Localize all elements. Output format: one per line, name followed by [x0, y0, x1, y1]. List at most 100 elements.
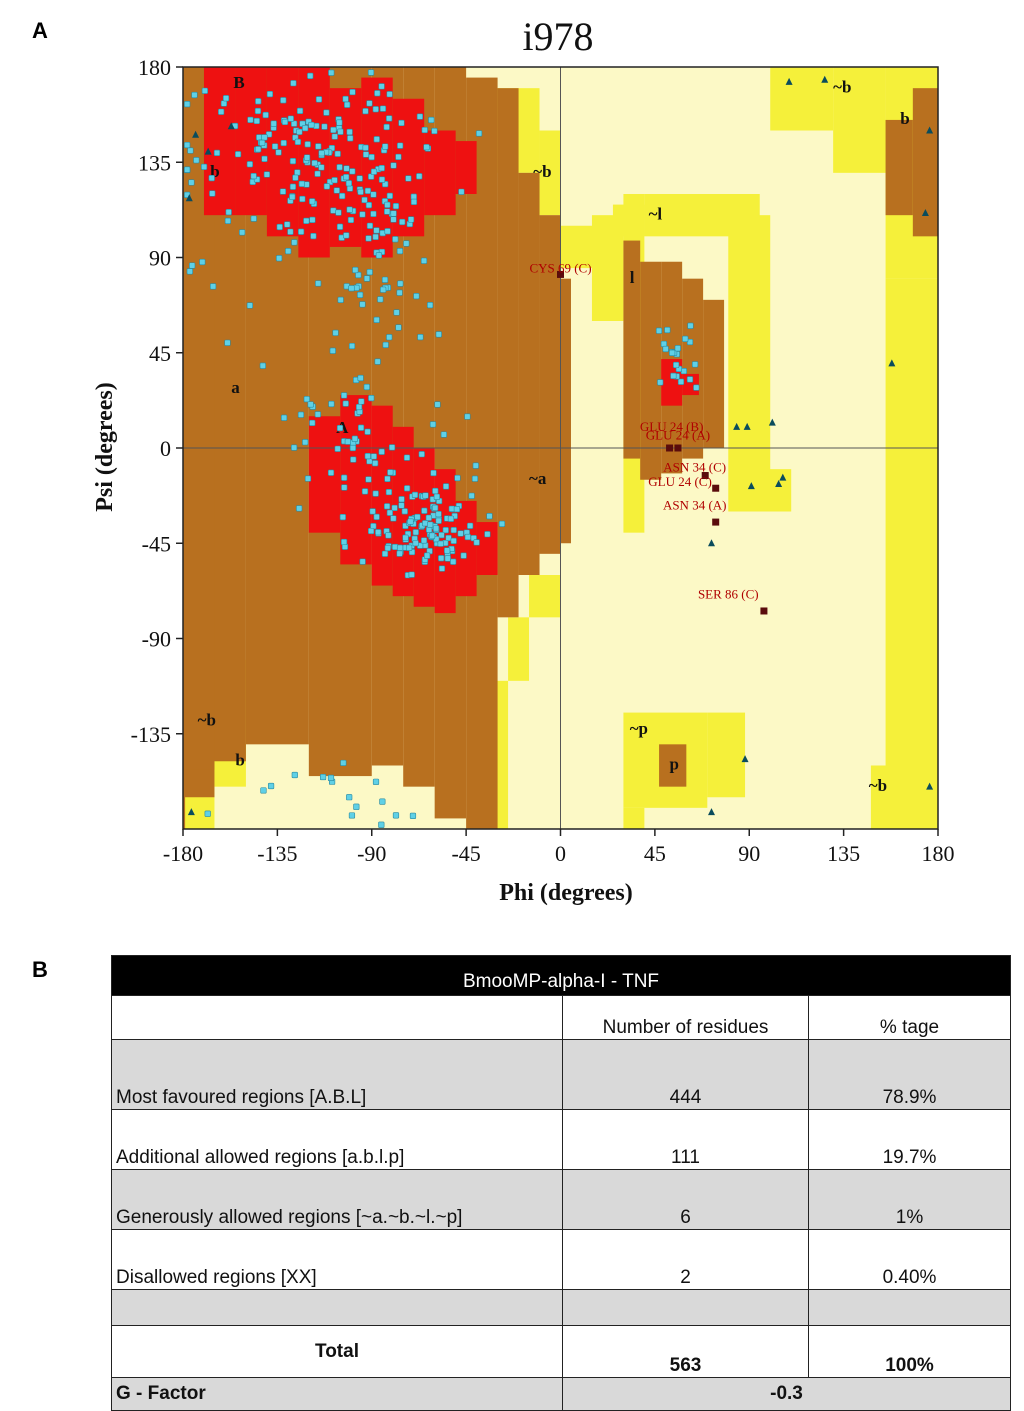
residue-point [355, 403, 363, 411]
residue-point [386, 91, 393, 98]
residue-point [423, 144, 430, 151]
outlier-points: CYS 69 (C) GLU 24 (B)GLU 24 (A) ASN 34 (C)… [529, 260, 768, 615]
x-tick-label: 135 [827, 841, 860, 866]
residue-point [427, 301, 434, 309]
residue-point [395, 153, 402, 161]
residue-point [303, 217, 310, 224]
gfactor-label: G - Factor [111, 1377, 563, 1411]
region-label: B [233, 73, 244, 92]
residue-point [411, 491, 419, 498]
generous-region-band [759, 469, 792, 512]
residue-point [402, 534, 409, 541]
residue-point [417, 334, 424, 341]
allowed-region-band [885, 119, 913, 216]
header-number-of-residues: Number of residues [562, 995, 809, 1040]
residue-point [276, 255, 283, 262]
residue-point [362, 108, 369, 115]
table-empty-row [111, 1289, 1011, 1326]
residue-point [384, 201, 391, 208]
residue-point [260, 787, 267, 794]
residue-point [435, 510, 442, 518]
residue-point [398, 119, 405, 127]
residue-point [378, 448, 385, 455]
glycine-point [775, 479, 783, 487]
residue-point [319, 773, 327, 781]
residue-point [349, 88, 356, 96]
residue-point [386, 115, 393, 122]
y-tick-label: 135 [138, 150, 171, 175]
residue-point [340, 759, 347, 767]
allowed-region-band [497, 88, 519, 618]
residue-point [390, 162, 397, 169]
region-label: ~p [630, 719, 648, 738]
residue-point [450, 537, 457, 545]
residue-point [327, 469, 335, 476]
residue-point [378, 165, 385, 172]
residue-point [309, 198, 316, 205]
residue-point [204, 810, 211, 817]
allowed-region-band [640, 261, 662, 480]
residue-point [201, 87, 208, 94]
residue-point [340, 538, 348, 546]
residue-point [281, 118, 289, 126]
residue-point [298, 180, 305, 187]
row-percent: 19.7% [808, 1109, 1011, 1170]
residue-point [334, 150, 341, 157]
residue-point [369, 508, 376, 515]
row-label: Disallowed regions [XX] [111, 1229, 563, 1290]
residue-point [410, 193, 417, 200]
residue-point [364, 428, 371, 435]
residue-point [188, 179, 195, 186]
region-label: p [670, 755, 679, 774]
residue-point [655, 327, 663, 334]
x-tick-label: 180 [922, 841, 955, 866]
allowed-region-band [539, 215, 561, 554]
residue-point [673, 361, 680, 369]
residue-point [333, 187, 340, 194]
allowed-region-band [623, 240, 641, 459]
allowed-region-band [518, 172, 540, 576]
residue-point [664, 326, 671, 334]
row-label: Generously allowed regions [~a.~b.~l.~p] [111, 1169, 563, 1230]
residue-point [357, 424, 365, 431]
residue-point [380, 286, 387, 293]
residue-point [351, 435, 358, 442]
residue-point [385, 488, 393, 496]
residue-point [209, 283, 217, 290]
residue-point [404, 485, 411, 492]
residue-point [222, 95, 230, 102]
residue-point [444, 547, 451, 554]
core-region-band [455, 500, 477, 597]
residue-point [378, 821, 385, 828]
residue-point [471, 475, 479, 482]
x-ticks: -180 -135 -90 -45 0 45 90 135 180 [163, 829, 955, 866]
residue-point [447, 515, 455, 522]
outlier-label: CYS 69 (C) [529, 260, 591, 275]
row-count: 444 [562, 1039, 809, 1110]
generous-region-band [885, 278, 938, 830]
residue-point [345, 180, 352, 187]
residue-point [315, 143, 322, 150]
residue-point [391, 504, 398, 512]
residue-point [379, 105, 387, 112]
row-percent: 78.9% [808, 1039, 1011, 1110]
residue-point [294, 169, 301, 176]
x-tick-label: -45 [451, 841, 480, 866]
residue-point [392, 236, 399, 243]
empty-cell [111, 1289, 563, 1326]
generous-region-band [707, 712, 746, 798]
residue-point [337, 128, 344, 135]
residue-point [472, 462, 479, 469]
residue-point [372, 106, 379, 113]
residue-point [408, 571, 415, 578]
glycine-point [743, 422, 751, 430]
y-tick-label: -90 [142, 627, 171, 652]
residue-point [425, 514, 432, 521]
residue-point [334, 445, 341, 452]
y-tick-label: -135 [131, 722, 171, 747]
residue-point [331, 177, 338, 184]
residue-point [347, 135, 354, 142]
outlier-point [666, 444, 674, 452]
residue-point [388, 444, 396, 451]
residue-point [383, 123, 390, 131]
